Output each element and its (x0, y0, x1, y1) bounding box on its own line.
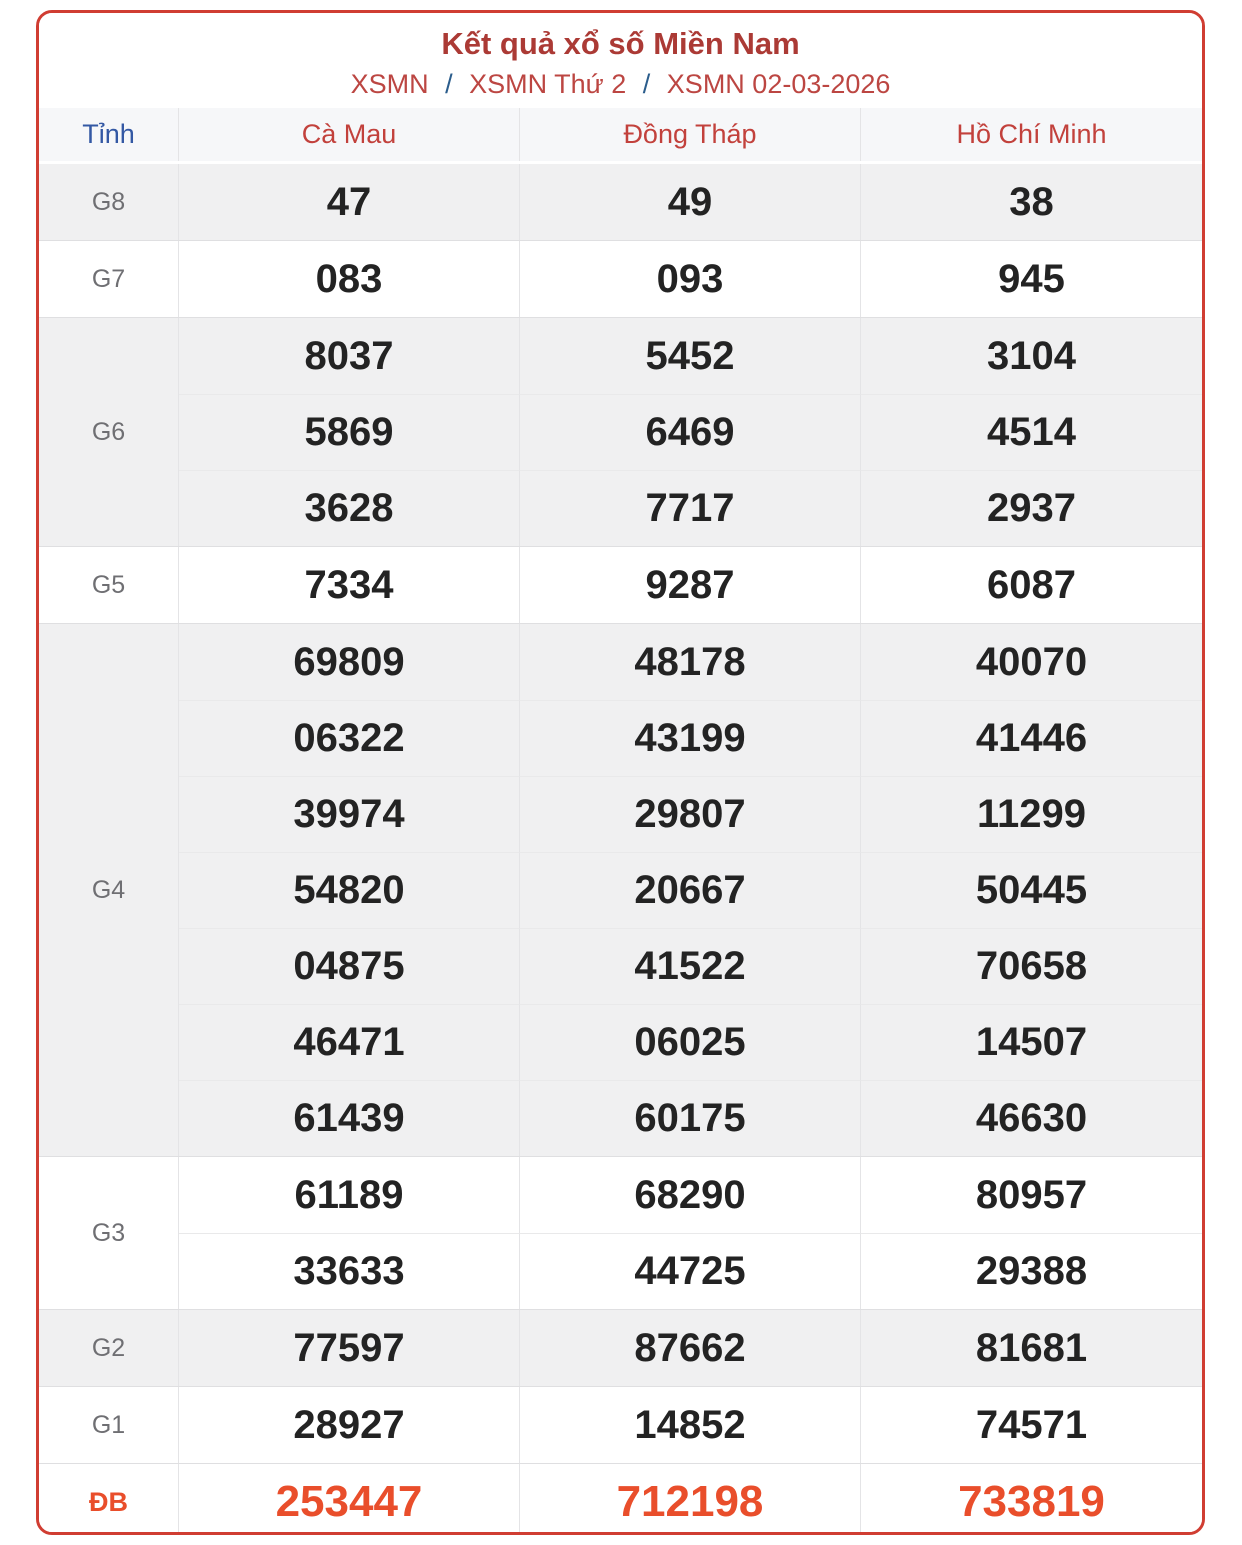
column-header-dong-thap: Đồng Tháp (520, 108, 861, 162)
result-value: 61439 (179, 1080, 520, 1157)
prize-section: ĐB 253447 712198 733819 (39, 1463, 1202, 1532)
result-value: 7334 (179, 547, 520, 624)
result-value: 46630 (861, 1080, 1202, 1156)
result-value: 46471 (179, 1004, 520, 1081)
result-value: 39974 (179, 776, 520, 853)
result-value: 5452 (520, 318, 861, 395)
result-value: 04875 (179, 928, 520, 1005)
card-header: Kết quả xổ số Miền Nam XSMN / XSMN Thứ 2… (39, 13, 1202, 109)
result-value: 06322 (179, 700, 520, 777)
column-header-province: Tỉnh (39, 108, 179, 162)
prize-label: G1 (39, 1387, 179, 1464)
result-value: 20667 (520, 852, 861, 929)
result-value: 6469 (520, 394, 861, 471)
result-value: 77597 (179, 1310, 520, 1387)
result-value: 50445 (861, 852, 1202, 928)
result-value: 5869 (179, 394, 520, 471)
result-value: 7717 (520, 470, 861, 547)
result-value: 40070 (975, 639, 1088, 684)
prize-section: G2 77597 87662 81681 (39, 1309, 1202, 1387)
page-title: Kết quả xổ số Miền Nam (441, 26, 800, 61)
prize-label: G6 (39, 318, 179, 547)
result-value: 41446 (861, 700, 1202, 776)
result-value: 11299 (861, 776, 1202, 852)
result-value: 49 (520, 164, 861, 241)
result-value: 093 (520, 241, 861, 318)
breadcrumb-item-xsmn-date[interactable]: XSMN 02-03-2026 (666, 69, 891, 100)
result-value: 06025 (520, 1004, 861, 1081)
prize-label: G4 (39, 624, 179, 1157)
result-value: 28927 (179, 1387, 520, 1464)
result-value: 70658 (861, 928, 1202, 1004)
table-header-row: Tỉnh Cà Mau Đồng Tháp Hồ Chí Minh (39, 108, 1202, 165)
breadcrumb-item-xsmn[interactable]: XSMN (350, 69, 429, 100)
result-value: 733819 (958, 1477, 1105, 1527)
result-value: 69809 (179, 624, 520, 701)
result-value: 253447 (179, 1464, 520, 1532)
result-value: 712198 (520, 1464, 861, 1532)
result-value: 33633 (179, 1233, 520, 1310)
result-value: 47 (179, 164, 520, 241)
result-value: 8037 (179, 318, 520, 395)
results-table: Tỉnh Cà Mau Đồng Tháp Hồ Chí Minh G8 47 49… (39, 108, 1202, 1532)
breadcrumb: XSMN / XSMN Thứ 2 / XSMN 02-03-2026 (39, 69, 1202, 100)
result-value: 41522 (520, 928, 861, 1005)
results-card: Kết quả xổ số Miền Nam XSMN / XSMN Thứ 2… (36, 10, 1205, 1535)
result-value: 29388 (861, 1233, 1202, 1309)
result-value: 14852 (520, 1387, 861, 1464)
result-value: 43199 (520, 700, 861, 777)
prize-label: G3 (39, 1157, 179, 1310)
result-value: 60175 (520, 1080, 861, 1157)
prize-section: G8 47 49 38 (39, 164, 1202, 241)
result-value: 44725 (520, 1233, 861, 1310)
result-value: 2937 (861, 470, 1202, 546)
prize-section: G4 69809 48178 40070 06322 43199 41446 39974 298… (39, 623, 1202, 1157)
result-value: 4514 (861, 394, 1202, 470)
result-value: 81681 (975, 1325, 1088, 1370)
prize-label: ĐB (39, 1464, 179, 1532)
prize-label: G2 (39, 1310, 179, 1387)
prize-section: G1 28927 14852 74571 (39, 1386, 1202, 1464)
prize-label: G8 (39, 164, 179, 241)
result-value: 6087 (987, 562, 1076, 607)
breadcrumb-separator: / (445, 69, 453, 100)
prize-section: G6 8037 5452 3104 5869 6469 4514 3628 7717 2937 (39, 317, 1202, 547)
prize-section: G5 7334 9287 6087 (39, 546, 1202, 624)
prize-section: G7 083 093 945 (39, 240, 1202, 318)
result-value: 80957 (975, 1172, 1088, 1217)
result-value: 945 (998, 256, 1065, 301)
column-header-ho-chi-minh: Hồ Chí Minh (956, 119, 1107, 150)
result-value: 61189 (179, 1157, 520, 1234)
result-value: 14507 (861, 1004, 1202, 1080)
result-value: 3628 (179, 470, 520, 547)
result-value: 38 (1009, 179, 1054, 224)
result-value: 87662 (520, 1310, 861, 1387)
result-value: 9287 (520, 547, 861, 624)
prize-label: G5 (39, 547, 179, 624)
result-value: 54820 (179, 852, 520, 929)
prize-label: G7 (39, 241, 179, 318)
result-value: 29807 (520, 776, 861, 853)
breadcrumb-separator: / (642, 69, 651, 100)
result-value: 48178 (520, 624, 861, 701)
prize-section: G3 61189 68290 80957 33633 44725 29388 (39, 1156, 1202, 1310)
result-value: 74571 (975, 1402, 1088, 1447)
result-value: 3104 (987, 333, 1076, 378)
result-value: 083 (179, 241, 520, 318)
breadcrumb-item-xsmn-weekday[interactable]: XSMN Thứ 2 (469, 69, 627, 100)
table-body: G8 47 49 38 G7 083 093 945 G6 8037 5452 3104 5869 646… (39, 164, 1202, 1532)
column-header-ca-mau: Cà Mau (179, 108, 520, 162)
result-value: 68290 (520, 1157, 861, 1234)
